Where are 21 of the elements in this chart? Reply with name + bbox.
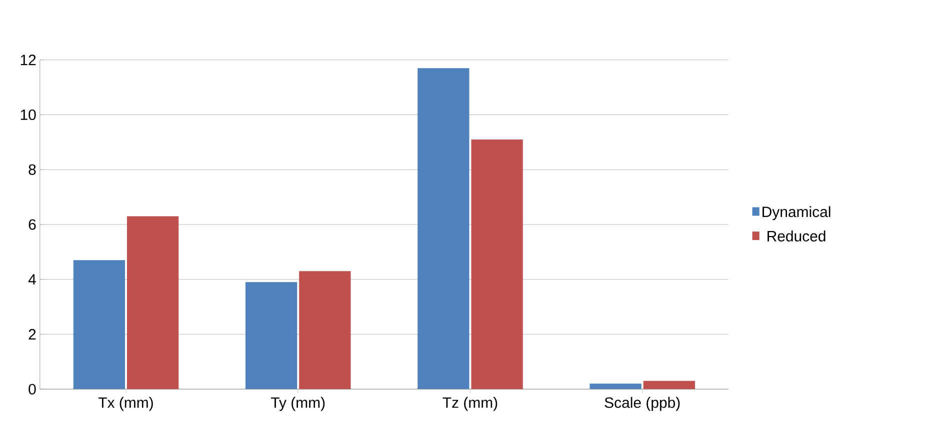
bar (73, 260, 125, 390)
legend-label: Reduced (768, 230, 826, 242)
legend-label: Dynamical (762, 206, 830, 220)
y-tick-label: 6 (28, 219, 36, 230)
bar (590, 384, 642, 390)
bar (471, 139, 523, 390)
y-tick-label: 2 (28, 329, 36, 340)
x-tick-label: Tx (mm) (98, 396, 153, 411)
y-tick-label: 12 (20, 54, 36, 66)
y-tick-label: 4 (28, 274, 36, 285)
bar (643, 380, 695, 390)
bar (299, 271, 351, 390)
bar (245, 282, 298, 390)
y-tick-label: 10 (20, 109, 36, 120)
y-tick-label: 8 (28, 164, 36, 175)
bar (418, 68, 470, 390)
x-tick-label: Tz (mm) (442, 396, 498, 411)
x-tick-label: Scale (ppb) (604, 396, 680, 411)
bar (126, 216, 179, 390)
x-tick-label: Ty (mm) (271, 396, 325, 411)
y-tick-label: 0 (28, 384, 36, 394)
